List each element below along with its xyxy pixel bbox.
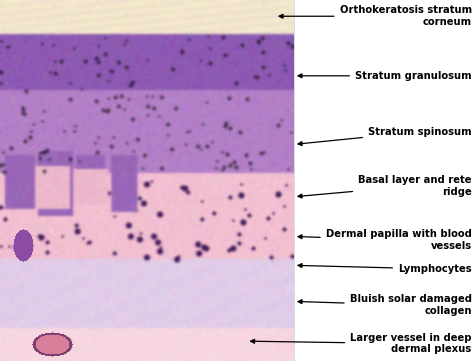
Text: Orthokeratosis stratum
corneum: Orthokeratosis stratum corneum bbox=[279, 5, 472, 27]
Text: Stratum granulosum: Stratum granulosum bbox=[298, 71, 472, 81]
Text: Stratum spinosum: Stratum spinosum bbox=[298, 127, 472, 145]
Text: Larger vessel in deep
dermal plexus: Larger vessel in deep dermal plexus bbox=[251, 333, 472, 355]
Text: Bluish solar damaged
collagen: Bluish solar damaged collagen bbox=[298, 294, 472, 316]
Text: Dermal papilla with blood
vessels: Dermal papilla with blood vessels bbox=[298, 229, 472, 251]
Bar bbox=[294, 0, 474, 361]
Text: Lymphocytes: Lymphocytes bbox=[298, 264, 472, 274]
Text: Basal layer and rete
ridge: Basal layer and rete ridge bbox=[298, 175, 472, 198]
